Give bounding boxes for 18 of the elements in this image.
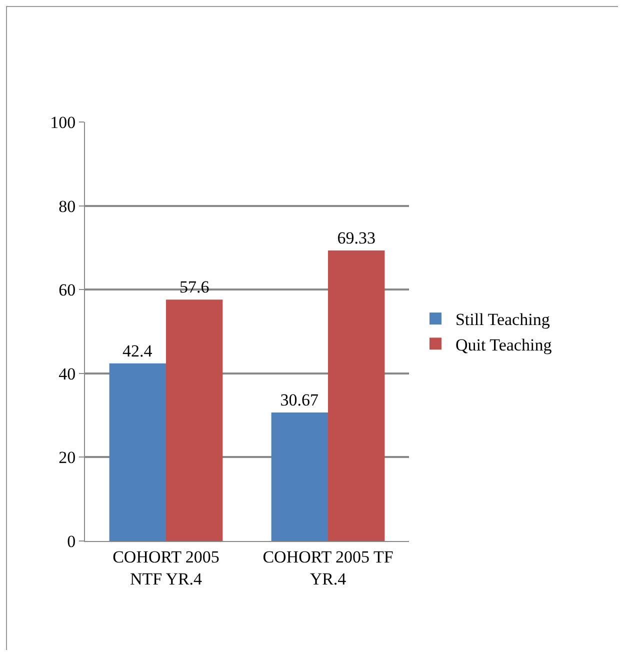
y-tick-label: 40 [58,364,76,384]
data-label: 42.4 [122,341,153,360]
data-label: 57.6 [179,278,210,297]
y-tick-label: 60 [58,280,76,300]
x-tick-label: COHORT 2005 TF YR.4 [262,547,394,588]
y-tick-label: 20 [58,448,76,468]
y-tick-label: 0 [67,532,76,551]
data-label: 30.67 [280,390,320,410]
bar [271,412,328,541]
data-label: 69.33 [337,228,376,248]
bar [109,363,166,541]
legend-label: Still Teaching [455,310,550,330]
y-tick-label: 80 [58,196,76,216]
bar [328,250,385,541]
x-tick-label: COHORT 2005 NTF YR.4 [112,547,220,588]
bar [166,300,223,541]
y-tick-label: 100 [50,112,76,132]
legend-label: Quit Teaching [455,335,552,354]
